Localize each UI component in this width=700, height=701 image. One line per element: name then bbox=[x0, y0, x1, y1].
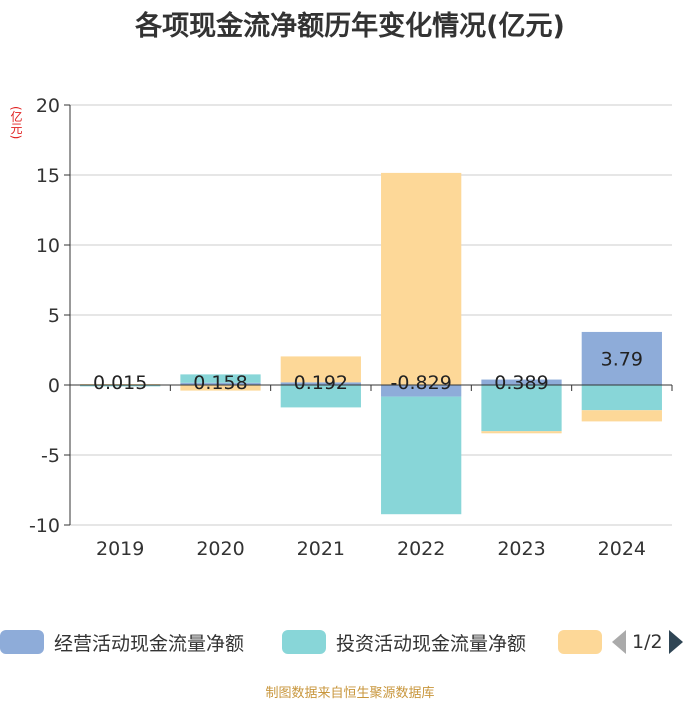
grid-lines bbox=[70, 104, 672, 526]
legend-swatch-financing bbox=[558, 630, 602, 654]
y-tick-label: -5 bbox=[41, 445, 60, 467]
y-tick-label: 5 bbox=[48, 305, 60, 327]
bar bbox=[280, 382, 361, 385]
bar bbox=[481, 379, 562, 385]
legend-label-operating: 经营活动现金流量净额 bbox=[54, 632, 245, 655]
data-label: 0.015 bbox=[93, 372, 147, 394]
bar bbox=[80, 385, 161, 387]
chart-title: 各项现金流净额历年变化情况(亿元) bbox=[135, 11, 565, 42]
legend-label-investing: 投资活动现金流量净额 bbox=[336, 632, 527, 655]
data-label: 3.79 bbox=[601, 348, 643, 370]
bar bbox=[581, 385, 662, 411]
bar bbox=[180, 385, 261, 391]
bar bbox=[481, 431, 562, 434]
bar bbox=[381, 172, 462, 385]
axes: 20 15 10 5 0 -5 -10 2019 2020 2021 2022 2023 2024 bbox=[29, 95, 673, 560]
y-tick-label: 15 bbox=[36, 165, 60, 187]
x-tick-label: 2022 bbox=[397, 538, 445, 560]
data-label: 0.389 bbox=[494, 372, 548, 394]
y-tick-label: 20 bbox=[36, 95, 60, 117]
next-page-icon[interactable] bbox=[668, 630, 683, 654]
legend: 经营活动现金流量净额 投资活动现金流量净额 1/2 bbox=[0, 626, 700, 658]
y-tick-label: 0 bbox=[48, 375, 60, 397]
data-label: -0.829 bbox=[391, 372, 452, 394]
bar bbox=[581, 410, 662, 422]
data-source-note: 制图数据来自恒生聚源数据库 bbox=[265, 686, 435, 701]
bar bbox=[381, 385, 462, 397]
legend-swatch-investing bbox=[282, 630, 326, 654]
data-labels: 0.015 0.158 0.192 -0.829 0.389 3.79 bbox=[93, 348, 643, 394]
y-tick-label: 10 bbox=[36, 235, 60, 257]
bar bbox=[280, 356, 361, 383]
legend-swatch-operating bbox=[0, 630, 44, 654]
legend-pager: 1/2 bbox=[612, 626, 683, 658]
bar-series bbox=[80, 172, 662, 515]
legend-item-investing[interactable]: 投资活动现金流量净额 bbox=[282, 626, 526, 658]
data-label: 0.158 bbox=[193, 372, 247, 394]
x-tick-label: 2021 bbox=[297, 538, 345, 560]
legend-item-financing[interactable] bbox=[558, 626, 612, 658]
bar bbox=[180, 382, 261, 385]
data-label: 0.192 bbox=[294, 372, 348, 394]
bar bbox=[180, 374, 261, 383]
bar bbox=[581, 331, 662, 385]
bar bbox=[280, 385, 361, 408]
legend-item-operating[interactable]: 经营活动现金流量净额 bbox=[0, 626, 244, 658]
bar bbox=[381, 396, 462, 515]
y-axis-unit: (亿元) bbox=[9, 106, 23, 140]
x-tick-label: 2019 bbox=[96, 538, 144, 560]
x-tick-label: 2020 bbox=[196, 538, 244, 560]
prev-page-icon[interactable] bbox=[612, 630, 626, 654]
bar bbox=[481, 385, 562, 432]
y-tick-label: -10 bbox=[29, 515, 60, 537]
x-tick-label: 2024 bbox=[598, 538, 646, 560]
x-tick-label: 2023 bbox=[497, 538, 545, 560]
legend-page-indicator: 1/2 bbox=[632, 631, 663, 653]
